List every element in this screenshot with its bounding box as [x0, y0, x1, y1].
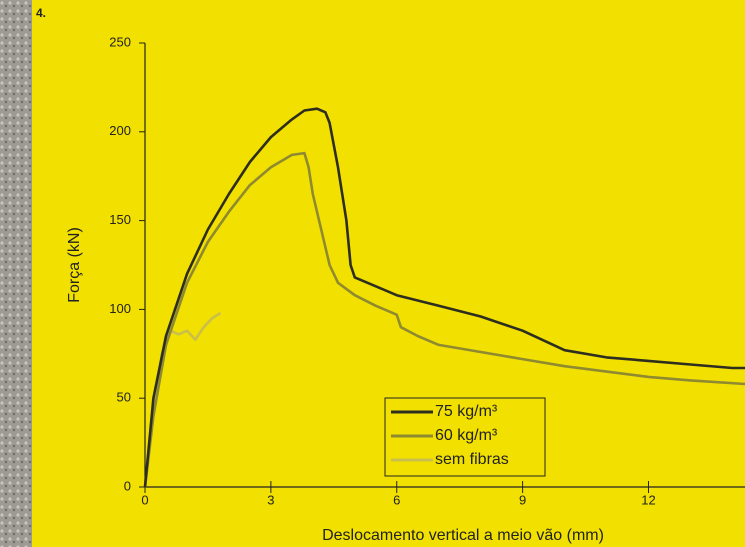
figure-label: 4.	[36, 6, 46, 20]
x-tick-label: 12	[641, 492, 655, 507]
legend-label: 60 kg/m³	[435, 427, 498, 444]
texture-strip	[0, 0, 32, 547]
series-line	[143, 151, 745, 488]
legend-box	[384, 397, 546, 477]
x-tick-label: 9	[519, 492, 526, 507]
x-tick-label: 6	[393, 492, 400, 507]
legend-label: sem fibras	[435, 451, 509, 468]
y-tick-label: 250	[109, 34, 131, 49]
y-tick-label: 150	[109, 212, 131, 227]
y-tick-label: 100	[109, 301, 131, 316]
x-axis-title: Deslocamento vertical a meio vão (mm)	[322, 527, 604, 544]
y-tick-label: 0	[124, 478, 131, 493]
series-line	[143, 107, 745, 488]
y-tick-label: 50	[117, 390, 131, 405]
y-axis-title: Força (kN)	[66, 227, 83, 303]
x-tick-label: 3	[267, 492, 274, 507]
legend-label: 75 kg/m³	[435, 403, 498, 420]
y-tick-label: 200	[109, 123, 131, 138]
x-tick-label: 0	[141, 492, 148, 507]
